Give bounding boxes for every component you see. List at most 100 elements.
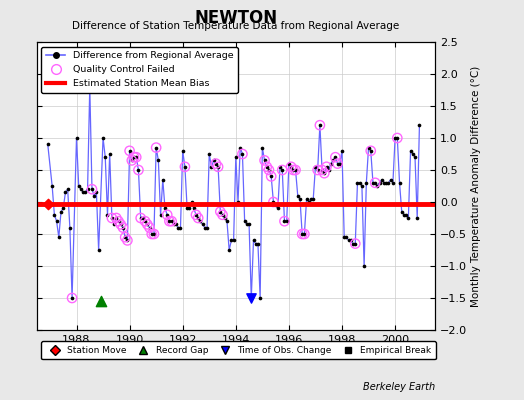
Point — [125, 148, 134, 154]
Point — [136, 215, 145, 221]
Point — [254, 240, 262, 247]
Point — [322, 164, 331, 170]
Point — [130, 154, 138, 160]
Point — [289, 167, 298, 173]
Point — [108, 215, 116, 221]
Point — [190, 205, 198, 212]
Point — [148, 231, 156, 237]
Point — [143, 221, 151, 228]
Point — [52, 218, 61, 224]
Point — [307, 196, 315, 202]
Point — [194, 215, 202, 221]
Point — [219, 212, 227, 218]
Point — [238, 151, 247, 157]
Point — [384, 180, 392, 186]
Point — [230, 237, 238, 244]
Point — [263, 164, 271, 170]
Point — [322, 164, 331, 170]
Point — [99, 135, 107, 141]
Point — [77, 186, 85, 192]
Text: Berkeley Earth: Berkeley Earth — [363, 382, 435, 392]
Point — [96, 298, 105, 304]
Point — [335, 160, 344, 167]
Point — [150, 231, 158, 237]
Point — [309, 196, 318, 202]
Point — [119, 224, 127, 231]
Point — [340, 234, 348, 240]
Point — [156, 212, 165, 218]
Point — [208, 164, 216, 170]
Point — [212, 160, 220, 167]
Point — [371, 180, 379, 186]
Point — [267, 173, 276, 180]
Point — [315, 122, 324, 128]
Point — [302, 196, 311, 202]
Point — [88, 186, 96, 192]
Point — [375, 180, 384, 186]
Point — [181, 164, 189, 170]
Point — [267, 173, 276, 180]
Point — [389, 180, 397, 186]
Point — [185, 205, 193, 212]
Point — [285, 160, 293, 167]
Point — [300, 231, 309, 237]
Point — [260, 157, 269, 164]
Point — [181, 164, 189, 170]
Point — [116, 221, 125, 228]
Point — [280, 218, 289, 224]
Point — [280, 218, 289, 224]
Point — [196, 218, 204, 224]
Point — [338, 148, 346, 154]
Point — [367, 148, 375, 154]
Point — [145, 224, 154, 231]
Point — [79, 189, 88, 196]
Point — [407, 148, 415, 154]
Point — [393, 135, 401, 141]
Point — [331, 154, 340, 160]
Point — [269, 199, 278, 205]
Point — [265, 167, 273, 173]
Point — [170, 221, 178, 228]
Point — [116, 221, 125, 228]
Point — [43, 201, 52, 207]
Point — [216, 208, 224, 215]
Point — [300, 231, 309, 237]
Point — [108, 215, 116, 221]
Point — [402, 212, 410, 218]
Point — [247, 295, 256, 301]
Point — [63, 186, 72, 192]
Point — [320, 170, 329, 176]
Point — [194, 215, 202, 221]
Point — [362, 180, 370, 186]
Point — [57, 208, 65, 215]
Point — [351, 240, 359, 247]
Point — [333, 160, 342, 167]
Point — [152, 144, 160, 151]
Point — [114, 218, 123, 224]
Point — [134, 167, 143, 173]
Point — [48, 183, 57, 189]
Point — [161, 205, 169, 212]
Point — [344, 237, 353, 244]
Point — [232, 154, 240, 160]
Point — [105, 151, 114, 157]
Point — [81, 189, 90, 196]
Point — [413, 215, 421, 221]
Point — [103, 212, 112, 218]
Point — [249, 237, 258, 244]
Y-axis label: Monthly Temperature Anomaly Difference (°C): Monthly Temperature Anomaly Difference (… — [471, 65, 481, 307]
Point — [349, 240, 357, 247]
Point — [347, 237, 355, 244]
Point — [393, 135, 401, 141]
Point — [287, 164, 296, 170]
Point — [72, 135, 81, 141]
Point — [154, 157, 162, 164]
Point — [331, 154, 340, 160]
Point — [121, 234, 129, 240]
Point — [274, 205, 282, 212]
Point — [409, 151, 417, 157]
Point — [378, 176, 386, 183]
Point — [163, 212, 171, 218]
Point — [400, 212, 408, 218]
Point — [219, 212, 227, 218]
